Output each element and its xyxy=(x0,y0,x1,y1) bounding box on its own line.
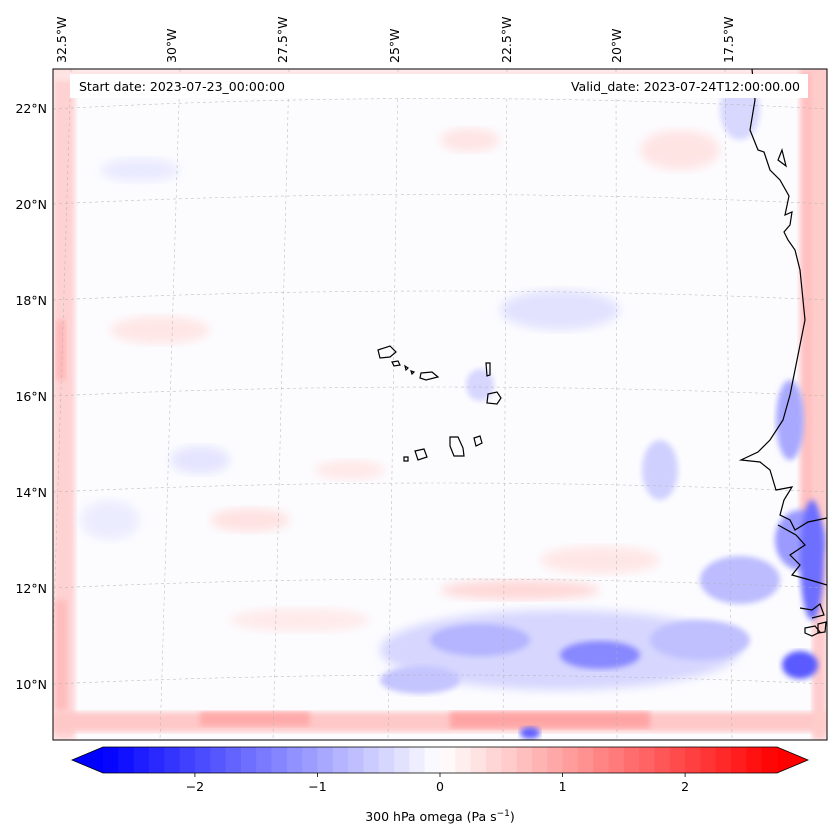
colorbar-level xyxy=(669,747,686,773)
colorbar-tick-label: 2 xyxy=(681,779,689,794)
cape-verde-islands xyxy=(377,345,502,462)
colorbar-extend-max xyxy=(777,747,808,773)
colorbar-tick-label: −2 xyxy=(186,779,204,794)
colorbar-level xyxy=(286,747,303,773)
lon-label: 17.5°W xyxy=(721,17,736,63)
colorbar-level xyxy=(409,747,426,773)
colorbar-level xyxy=(715,747,732,773)
colorbar-level xyxy=(271,747,288,773)
valid-date-label: Valid_date: 2023-07-24T12:00:00.00 xyxy=(571,79,800,94)
lat-label: 14°N xyxy=(15,485,47,500)
lat-label: 22°N xyxy=(15,101,47,116)
colorbar-level xyxy=(332,747,349,773)
colorbar-level xyxy=(179,747,196,773)
colorbar-level xyxy=(593,747,609,773)
lon-label: 22.5°W xyxy=(499,17,514,63)
colorbar-level xyxy=(516,747,533,773)
colorbar-level xyxy=(240,747,257,773)
colorbar-level xyxy=(164,747,181,773)
colorbar-level xyxy=(148,747,165,773)
colorbar-levels xyxy=(103,747,778,773)
colorbar-ticks: −2 −1 0 1 2 xyxy=(186,773,689,794)
colorbar-tick-label: 0 xyxy=(436,779,444,794)
colorbar-level xyxy=(256,747,272,773)
colorbar-level xyxy=(194,747,211,773)
lon-label: 27.5°W xyxy=(275,17,290,63)
header-band xyxy=(70,74,808,98)
colorbar-level xyxy=(562,747,579,773)
colorbar-level xyxy=(103,747,119,773)
colorbar-level xyxy=(654,747,671,773)
colorbar-title-exponent: −1 xyxy=(497,809,510,819)
colorbar-level xyxy=(118,747,135,773)
lat-label: 18°N xyxy=(15,293,47,308)
lon-label: 20°W xyxy=(609,28,624,63)
colorbar: −2 −1 0 1 2 300 hPa omega (Pa s−1) xyxy=(70,746,810,824)
map-frame xyxy=(52,68,828,741)
colorbar-level xyxy=(700,747,717,773)
colorbar-level xyxy=(639,747,655,773)
colorbar-title-close: ) xyxy=(510,809,515,824)
colorbar-level xyxy=(531,747,548,773)
colorbar-level xyxy=(302,747,318,773)
colorbar-title-main: 300 hPa omega (Pa s xyxy=(365,809,496,824)
map-panel: Start date: 2023-07-23_00:00:00 Valid_da… xyxy=(53,69,827,740)
colorbar-extend-min xyxy=(72,747,103,773)
colorbar-level xyxy=(501,747,518,773)
lat-label: 12°N xyxy=(15,581,47,596)
lon-label: 25°W xyxy=(387,28,402,63)
lon-label: 30°W xyxy=(164,28,179,63)
colorbar-level xyxy=(394,747,410,773)
colorbar-level xyxy=(485,747,502,773)
colorbar-level xyxy=(608,747,625,773)
colorbar-level xyxy=(210,747,227,773)
longitude-labels: 32.5°W 30°W 27.5°W 25°W 22.5°W 20°W 17.5… xyxy=(54,17,736,63)
colorbar-level xyxy=(547,747,564,773)
coastlines xyxy=(738,69,827,637)
colorbar-level xyxy=(577,747,594,773)
colorbar-level xyxy=(761,747,778,773)
omega-field xyxy=(53,69,827,740)
colorbar-level xyxy=(455,747,472,773)
colorbar-level xyxy=(470,747,487,773)
colorbar-level xyxy=(424,747,441,773)
colorbar-level xyxy=(225,747,242,773)
colorbar-title: 300 hPa omega (Pa s−1) xyxy=(365,809,515,824)
colorbar-tick-label: −1 xyxy=(308,779,326,794)
lat-label: 16°N xyxy=(15,389,47,404)
colorbar-level xyxy=(348,747,364,773)
lat-label: 20°N xyxy=(15,197,47,212)
colorbar-level xyxy=(133,747,150,773)
colorbar-level xyxy=(685,747,701,773)
lon-label: 32.5°W xyxy=(54,17,69,63)
colorbar-level xyxy=(317,747,334,773)
colorbar-level xyxy=(731,747,747,773)
start-date-label: Start date: 2023-07-23_00:00:00 xyxy=(79,79,285,94)
lat-label: 10°N xyxy=(15,677,47,692)
colorbar-level xyxy=(746,747,763,773)
colorbar-level xyxy=(363,747,380,773)
colorbar-outline xyxy=(70,746,810,774)
africa-coast xyxy=(738,69,827,531)
colorbar-level xyxy=(440,747,456,773)
latitude-labels: 22°N 20°N 18°N 16°N 14°N 12°N 10°N xyxy=(15,101,47,692)
colorbar-tick-label: 1 xyxy=(559,779,567,794)
colorbar-level xyxy=(623,747,640,773)
colorbar-level xyxy=(378,747,395,773)
